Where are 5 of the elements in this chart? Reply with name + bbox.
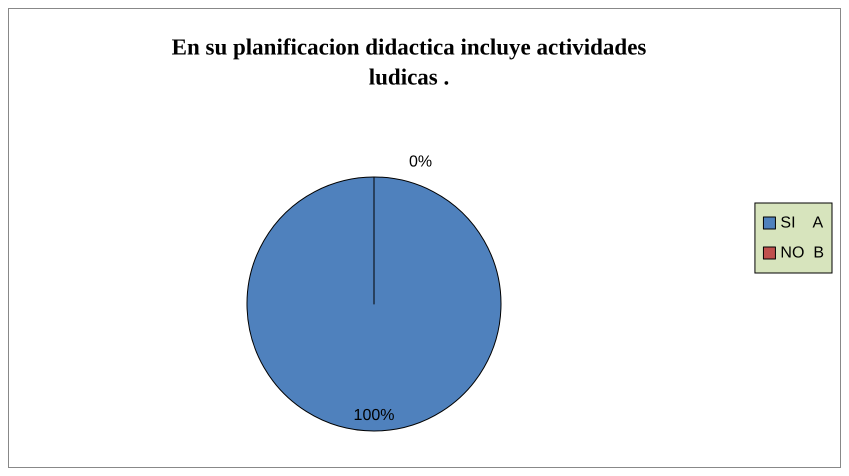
text: 0% bbox=[409, 154, 432, 170]
chart-title: En su planificacion didactica incluye actividades ludicas . bbox=[172, 34, 646, 90]
legend-label: NO B bbox=[780, 244, 824, 262]
legend-label: SI A bbox=[780, 214, 824, 232]
data-label: 100% bbox=[354, 407, 394, 424]
